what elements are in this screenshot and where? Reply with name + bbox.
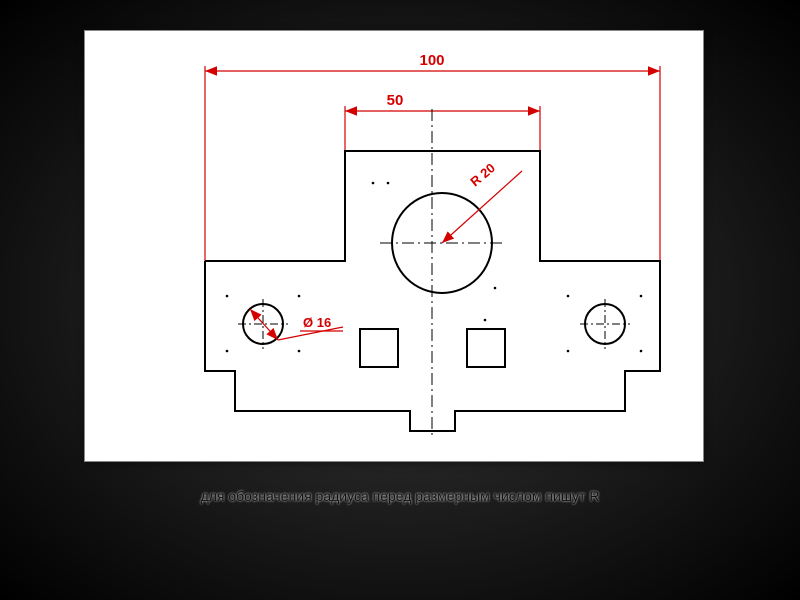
slide-caption: для обозначения радиуса перед размерным … <box>0 488 800 504</box>
drawing-frame: 100 50 R 20 Ø 16 <box>84 30 704 462</box>
engineering-drawing: 100 50 R 20 Ø 16 <box>85 31 703 461</box>
slot-right <box>467 329 505 367</box>
marks <box>226 182 643 353</box>
dim-r20: R 20 <box>467 160 498 189</box>
dim-100: 100 <box>419 52 444 69</box>
dim-50: 50 <box>387 92 404 109</box>
slide-stage: 100 50 R 20 Ø 16 для обозначения радиуса… <box>0 0 800 600</box>
dim-d16: Ø 16 <box>303 315 331 330</box>
slot-left <box>360 329 398 367</box>
